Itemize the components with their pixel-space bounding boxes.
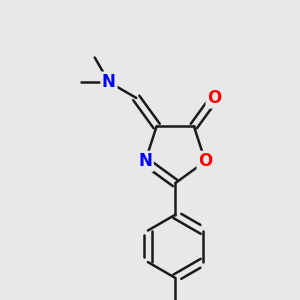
Text: N: N bbox=[138, 152, 152, 170]
Text: O: O bbox=[198, 152, 212, 170]
Text: O: O bbox=[207, 89, 221, 107]
Text: N: N bbox=[102, 73, 116, 91]
